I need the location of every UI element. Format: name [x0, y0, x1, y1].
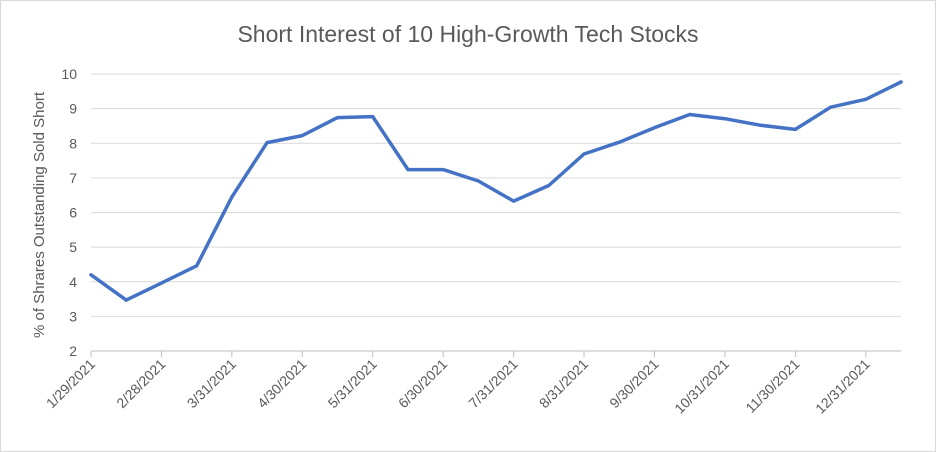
x-tick-label: 6/30/2021: [395, 356, 451, 412]
y-axis-ticks: 2 3 4 5 6 7 8 9 10: [61, 66, 77, 359]
data-point: [230, 195, 234, 199]
data-point: [688, 112, 692, 117]
y-tick-label: 10: [61, 66, 77, 82]
data-point: [159, 281, 164, 285]
chart-title: Short Interest of 10 High-Growth Tech St…: [237, 21, 698, 47]
data-point: [195, 264, 199, 268]
data-point: [124, 298, 128, 302]
series-line-short-interest: [89, 80, 903, 302]
y-tick-label: 8: [69, 135, 77, 151]
data-point: [899, 80, 903, 84]
data-point: [89, 273, 93, 277]
data-point: [441, 167, 445, 172]
x-tick-label: 7/31/2021: [465, 356, 521, 412]
x-axis: 1/29/2021 2/28/2021 3/31/2021 4/30/2021 5/31…: [43, 350, 901, 417]
data-point: [265, 140, 269, 145]
data-point: [617, 140, 621, 144]
data-point: [582, 152, 586, 156]
x-tick-label: 9/30/2021: [606, 356, 662, 412]
data-point: [512, 199, 516, 203]
x-tick-label: 3/31/2021: [184, 356, 240, 412]
x-tick-label: 4/30/2021: [254, 356, 310, 412]
x-tick-label: 1/29/2021: [43, 356, 99, 412]
x-tick-label: 10/31/2021: [671, 356, 732, 417]
data-point: [723, 117, 727, 121]
data-point: [652, 126, 657, 130]
y-tick-label: 4: [69, 274, 77, 290]
data-point: [300, 134, 304, 138]
data-point: [406, 167, 410, 172]
x-tick-label: 5/31/2021: [324, 356, 380, 412]
data-point: [476, 179, 480, 183]
data-point: [793, 127, 797, 131]
x-tick-label: 11/30/2021: [742, 356, 802, 416]
data-point: [828, 105, 833, 109]
x-tick-label: 12/31/2021: [812, 356, 873, 417]
y-tick-label: 5: [69, 239, 77, 255]
x-tick-label: 8/31/2021: [536, 356, 592, 412]
series-layer: [89, 80, 903, 302]
data-point: [335, 116, 340, 120]
data-point: [864, 97, 868, 101]
y-tick-label: 2: [69, 343, 77, 359]
data-point: [371, 114, 375, 119]
y-tick-label: 3: [69, 308, 77, 324]
y-tick-label: 7: [69, 170, 77, 186]
y-axis-label: % of Shrares Outstanding Sold Short: [31, 91, 48, 338]
data-point: [758, 123, 762, 127]
y-tick-label: 6: [69, 205, 77, 221]
gridlines: [91, 73, 901, 317]
data-point: [547, 183, 551, 188]
x-tick-label: 2/28/2021: [113, 356, 169, 412]
y-tick-label: 9: [69, 101, 77, 117]
